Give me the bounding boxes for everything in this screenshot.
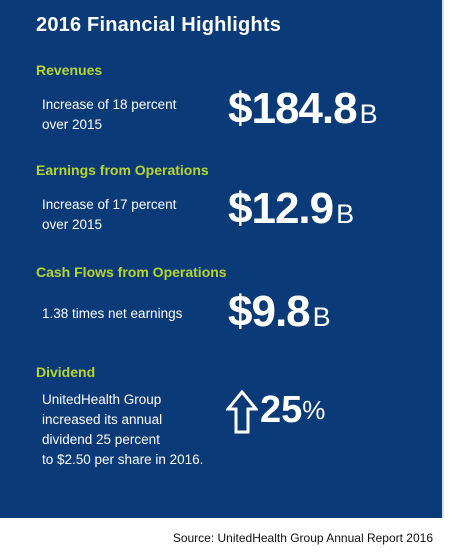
cash-flows-value: $9.8 B — [228, 290, 331, 339]
cash-flows-unit: B — [312, 302, 331, 332]
dividend-unit: % — [302, 395, 326, 425]
page-title: 2016 Financial Highlights — [36, 14, 282, 36]
earnings-desc-line2: over 2015 — [42, 217, 103, 232]
earnings-desc-line1: Increase of 17 percent — [42, 197, 177, 212]
revenues-amount: $184.8 — [228, 84, 358, 133]
up-arrow-icon — [226, 390, 258, 434]
dividend-desc-line4: to $2.50 per share in 2016. — [42, 452, 204, 467]
cash-flows-description: 1.38 times net earnings — [42, 306, 183, 321]
earnings-unit: B — [336, 199, 355, 229]
cash-flows-amount: $9.8 — [228, 287, 311, 336]
revenues-desc-line2: over 2015 — [42, 117, 103, 132]
revenues-desc-line1: Increase of 18 percent — [42, 97, 177, 112]
earnings-description: Increase of 17 percent over 2015 — [42, 195, 176, 235]
cash-flows-heading: Cash Flows from Operations — [36, 264, 227, 280]
dividend-value: 25% — [260, 390, 325, 430]
source-note: Source: UnitedHealth Group Annual Report… — [172, 531, 433, 545]
financial-highlights-panel: 2016 Financial Highlights Revenues Incre… — [0, 0, 444, 518]
dividend-description: UnitedHealth Group increased its annual … — [42, 390, 203, 470]
revenues-unit: B — [359, 99, 378, 129]
dividend-amount: 25 — [260, 389, 303, 431]
dividend-desc-line1: UnitedHealth Group — [42, 392, 162, 407]
dividend-heading: Dividend — [36, 364, 96, 380]
revenues-heading: Revenues — [36, 62, 103, 78]
dividend-desc-line2: increased its annual — [42, 412, 163, 427]
dividend-desc-line3: dividend 25 percent — [42, 432, 160, 447]
earnings-value: $12.9 B — [228, 187, 354, 236]
earnings-amount: $12.9 — [228, 184, 334, 233]
revenues-description: Increase of 18 percent over 2015 — [42, 95, 176, 135]
revenues-value: $184.8 B — [228, 87, 378, 136]
earnings-heading: Earnings from Operations — [36, 162, 209, 178]
